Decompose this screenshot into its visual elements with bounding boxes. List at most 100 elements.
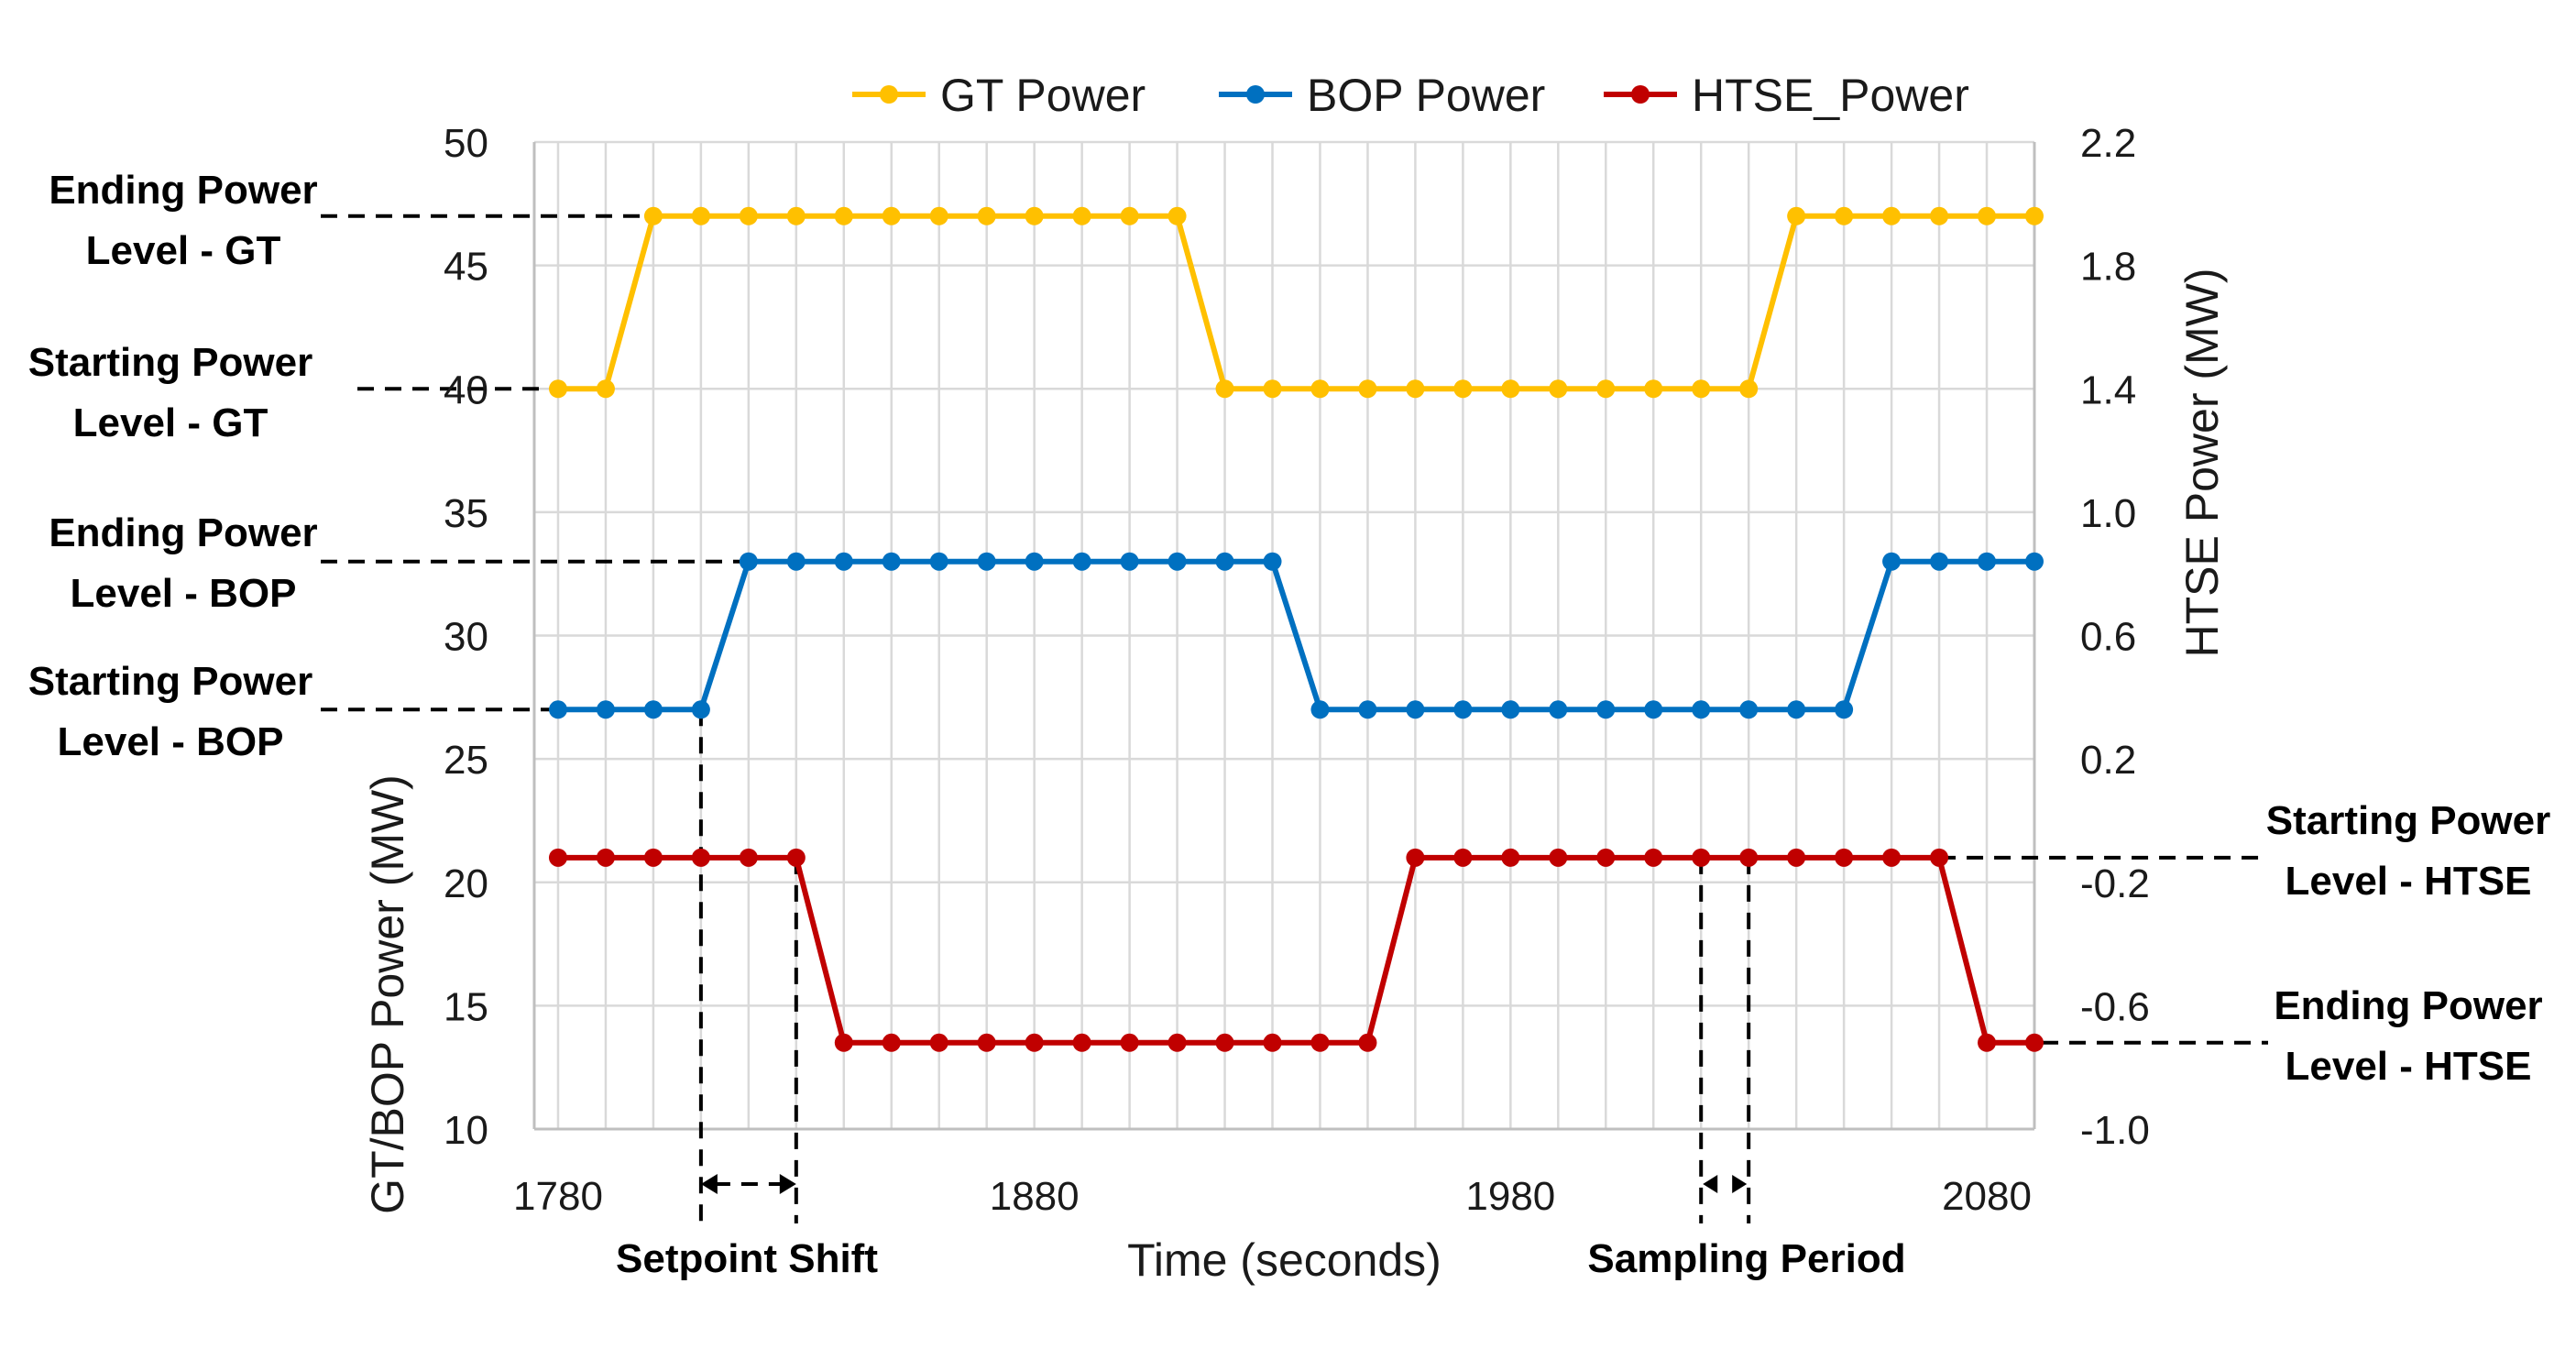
htse-power-point <box>834 1033 853 1052</box>
htse-power-point <box>1596 848 1616 867</box>
bop-ending-label-line1: Ending Power <box>49 510 317 555</box>
bop-starting-label-line1: Starting Power <box>28 659 313 704</box>
htse-power-point <box>2025 1033 2044 1052</box>
gt-power-point <box>1025 206 1044 225</box>
gt-power-point <box>739 206 758 225</box>
gt-ending-label-line1: Ending Power <box>49 168 317 213</box>
htse-starting-label-line2: Level - HTSE <box>2286 859 2532 904</box>
bop-power-point <box>1596 700 1616 719</box>
htse-power-point <box>1501 848 1520 867</box>
gt-power-point <box>1215 379 1234 399</box>
gt-power-point <box>1930 206 1949 225</box>
gt-power-point <box>1549 379 1568 399</box>
htse-power-point <box>1549 848 1568 867</box>
y-tick-label: 40 <box>444 367 488 412</box>
bop-power-point <box>691 700 710 719</box>
htse-power-point <box>1882 848 1902 867</box>
htse-power-point <box>882 1033 901 1052</box>
y2-tick-label: 1.0 <box>2080 491 2136 536</box>
x-tick-label: 1780 <box>513 1174 603 1219</box>
y-tick-label: 45 <box>444 245 488 290</box>
gt-power-point <box>548 379 567 399</box>
gt-power-point <box>1453 379 1473 399</box>
htse-power-point <box>1358 1033 1377 1052</box>
x-tick-label: 1880 <box>990 1174 1080 1219</box>
y-tick-label: 30 <box>444 615 488 660</box>
bop-power-point <box>1644 700 1663 719</box>
bop-power-point <box>1072 552 1091 571</box>
bop-power-point <box>1930 552 1949 571</box>
y-axis-title: GT/BOP Power (MW) <box>362 774 413 1214</box>
bop-power-point <box>643 700 663 719</box>
htse-power-point <box>1120 1033 1139 1052</box>
y2-tick-label: 0.2 <box>2080 738 2136 783</box>
htse-power-legend-label: HTSE_Power <box>1692 70 1969 121</box>
bop-power-point <box>1835 700 1854 719</box>
y2-tick-label: 0.6 <box>2080 615 2136 660</box>
bop-power-point <box>1787 700 1806 719</box>
htse-power-point <box>1835 848 1854 867</box>
gt-starting-label-line2: Level - GT <box>73 400 269 445</box>
htse-power-point <box>596 848 615 867</box>
htse-power-point <box>1215 1033 1234 1052</box>
y-tick-label: 10 <box>444 1108 488 1153</box>
bop-power-point <box>786 552 806 571</box>
htse-power-point <box>1310 1033 1330 1052</box>
gt-power-point <box>596 379 615 399</box>
bop-power-point <box>1882 552 1902 571</box>
arrow-head-left-icon <box>700 1174 718 1194</box>
gt-power-point <box>1596 379 1616 399</box>
bop-power-point <box>1501 700 1520 719</box>
gt-power-point <box>929 206 948 225</box>
bop-power-point <box>1406 700 1425 719</box>
gt-power-point <box>1358 379 1377 399</box>
htse-power-point <box>1453 848 1473 867</box>
bop-power-point <box>739 552 758 571</box>
gt-power-point <box>1692 379 1711 399</box>
y-tick-label: 15 <box>444 984 488 1029</box>
bop-power-point <box>929 552 948 571</box>
gt-power-point <box>643 206 663 225</box>
bop-power-point <box>1358 700 1377 719</box>
htse-ending-label-line1: Ending Power <box>2274 983 2542 1028</box>
gt-power-point <box>882 206 901 225</box>
sampling-period-label: Sampling Period <box>1587 1236 1905 1281</box>
bop-power-point <box>834 552 853 571</box>
bop-power-point <box>1025 552 1044 571</box>
bop-power-point <box>1120 552 1139 571</box>
htse-power-point <box>1263 1033 1282 1052</box>
y2-tick-label: -0.6 <box>2080 984 2150 1029</box>
axes <box>532 142 2036 1131</box>
sampling-arrow-right-icon <box>1732 1175 1748 1193</box>
y-tick-label: 50 <box>444 121 488 166</box>
gt-power-point <box>1310 379 1330 399</box>
series-group <box>548 206 2044 1052</box>
htse-power-point <box>1930 848 1949 867</box>
y2-tick-label: 2.2 <box>2080 121 2136 166</box>
y2-tick-label: 1.8 <box>2080 245 2136 290</box>
y2-tick-label: -1.0 <box>2080 1108 2150 1153</box>
bop-power-point <box>1453 700 1473 719</box>
bop-power-point <box>1739 700 1759 719</box>
bop-power-point <box>1549 700 1568 719</box>
htse-power-legend-marker <box>1631 85 1650 104</box>
setpoint-shift-label: Setpoint Shift <box>616 1236 878 1281</box>
x-tick-label: 2080 <box>1942 1174 2032 1219</box>
gt-power-point <box>2025 206 2044 225</box>
gt-power-legend-label: GT Power <box>940 70 1145 121</box>
bop-power-legend-label: BOP Power <box>1307 70 1545 121</box>
y2-axis-title: HTSE Power (MW) <box>2176 269 2228 658</box>
htse-power-point <box>977 1033 996 1052</box>
gt-power-point <box>1787 206 1806 225</box>
bop-starting-label-line2: Level - BOP <box>58 719 284 764</box>
bop-ending-label-line2: Level - BOP <box>71 571 297 616</box>
gt-power-point <box>834 206 853 225</box>
gt-power-legend-marker <box>880 85 898 104</box>
bop-power-point <box>1978 552 1997 571</box>
gridlines <box>534 140 2036 1131</box>
bop-power-point <box>977 552 996 571</box>
gt-power-point <box>1263 379 1282 399</box>
gt-power-point <box>1120 206 1139 225</box>
text-labels: 10 15 20 25 30 35 40 45 50 -1.0 -0.6 -0.2 0.2 0.6 1.0 1… <box>28 121 2551 1286</box>
